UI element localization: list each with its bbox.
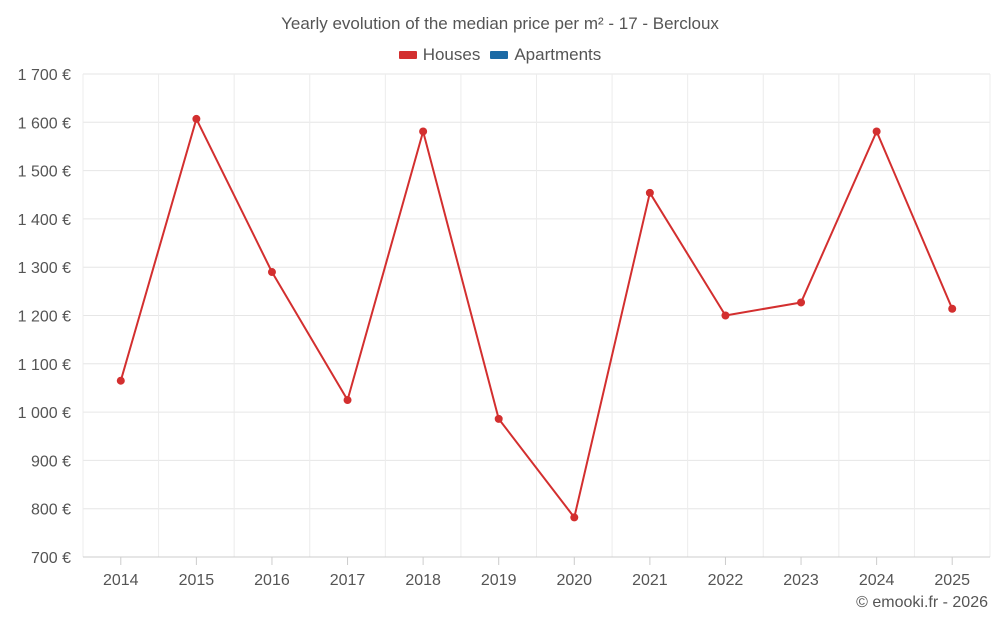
data-point-houses-2018[interactable] xyxy=(419,127,428,136)
y-tick-label: 1 700 € xyxy=(18,67,71,84)
data-point-houses-2024[interactable] xyxy=(872,127,881,136)
x-tick-label: 2022 xyxy=(708,572,744,589)
y-tick-label: 1 300 € xyxy=(18,260,71,277)
y-tick-label: 700 € xyxy=(31,550,71,567)
data-point-houses-2017[interactable] xyxy=(343,396,352,405)
y-tick-label: 900 € xyxy=(31,453,71,470)
y-tick-label: 1 200 € xyxy=(18,309,71,326)
series-line-houses xyxy=(119,117,954,519)
x-tick-label: 2014 xyxy=(103,572,139,589)
data-point-houses-2020[interactable] xyxy=(570,513,579,522)
data-point-houses-2025[interactable] xyxy=(948,304,957,313)
data-point-houses-2021[interactable] xyxy=(645,188,654,197)
legend-label-houses: Houses xyxy=(422,45,481,64)
y-tick-label: 800 € xyxy=(31,502,71,519)
legend-item-apartments[interactable]: Apartments xyxy=(490,45,601,65)
x-tick-label: 2017 xyxy=(330,572,366,589)
x-tick-label: 2015 xyxy=(179,572,215,589)
chart-title: Yearly evolution of the median price per… xyxy=(281,14,719,33)
data-point-houses-2019[interactable] xyxy=(494,414,503,423)
legend-swatch-apartments xyxy=(490,51,509,59)
legend-swatch-houses xyxy=(398,51,417,59)
x-tick-label: 2025 xyxy=(934,572,970,589)
y-tick-label: 1 100 € xyxy=(18,357,71,374)
data-point-houses-2016[interactable] xyxy=(267,268,276,277)
legend-item-houses[interactable]: Houses xyxy=(398,45,481,65)
x-tick-label: 2020 xyxy=(556,572,592,589)
chart-legend: Houses Apartments xyxy=(0,45,1000,65)
x-tick-label: 2024 xyxy=(859,572,895,589)
data-point-houses-2015[interactable] xyxy=(192,114,201,123)
y-tick-label: 1 000 € xyxy=(18,405,71,422)
legend-label-apartments: Apartments xyxy=(514,45,602,64)
x-tick-label: 2023 xyxy=(783,572,819,589)
x-tick-label: 2021 xyxy=(632,572,668,589)
data-point-houses-2022[interactable] xyxy=(721,311,730,320)
data-point-houses-2023[interactable] xyxy=(797,298,806,307)
x-tick-label: 2018 xyxy=(405,572,441,589)
x-tick-label: 2016 xyxy=(254,572,290,589)
data-point-houses-2014[interactable] xyxy=(116,376,125,385)
y-tick-label: 1 500 € xyxy=(18,164,71,181)
y-tick-label: 1 600 € xyxy=(18,115,71,132)
y-tick-label: 1 400 € xyxy=(18,212,71,229)
credit-text: © emooki.fr - 2026 xyxy=(856,594,988,611)
x-tick-label: 2019 xyxy=(481,572,517,589)
